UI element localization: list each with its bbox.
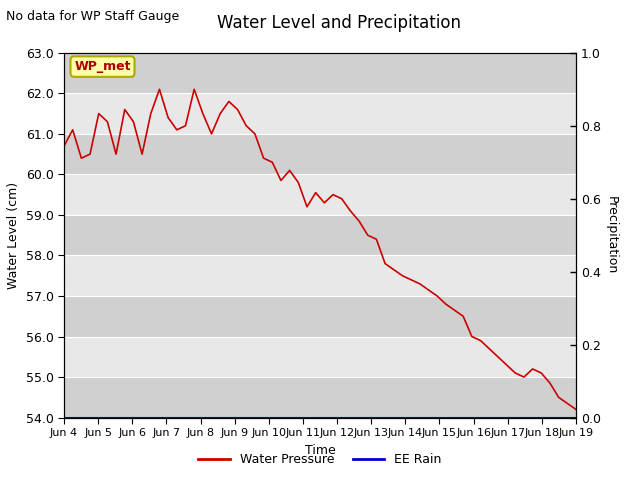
Text: Water Level and Precipitation: Water Level and Precipitation bbox=[217, 14, 461, 33]
Bar bbox=[64, 134, 576, 174]
Y-axis label: Water Level (cm): Water Level (cm) bbox=[7, 181, 20, 289]
Text: WP_met: WP_met bbox=[74, 60, 131, 73]
Bar bbox=[64, 377, 576, 418]
Bar bbox=[64, 53, 576, 93]
Legend: Water Pressure, EE Rain: Water Pressure, EE Rain bbox=[193, 448, 447, 471]
X-axis label: Time: Time bbox=[305, 444, 335, 456]
Text: No data for WP Staff Gauge: No data for WP Staff Gauge bbox=[6, 10, 180, 23]
Bar bbox=[64, 296, 576, 336]
Bar bbox=[64, 215, 576, 255]
Y-axis label: Precipitation: Precipitation bbox=[605, 196, 618, 275]
